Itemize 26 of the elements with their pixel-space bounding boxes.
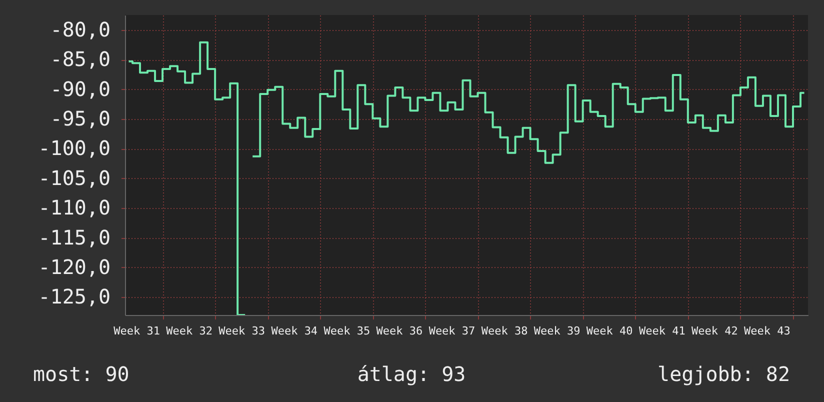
x-tick-label: Week 36 xyxy=(376,324,423,338)
y-tick-label: -100,0 xyxy=(38,136,110,160)
y-tick-label: -105,0 xyxy=(38,166,110,190)
y-tick-label: -85,0 xyxy=(50,47,110,72)
y-tick-label: -125,0 xyxy=(38,284,110,309)
x-tick-label: Week 34 xyxy=(271,324,318,338)
x-tick-label: Week 41 xyxy=(638,324,686,338)
x-tick-label: Week 37 xyxy=(428,324,476,338)
x-tick-label: Week 42 xyxy=(692,324,738,338)
y-tick-label: -90,0 xyxy=(50,76,110,101)
y-tick-label: -115,0 xyxy=(38,225,110,250)
x-tick-label: Week 35 xyxy=(324,324,370,338)
y-tick-label: -80,0 xyxy=(50,17,110,42)
x-tick-label: Week 32 xyxy=(166,324,212,338)
x-tick-label: Week 40 xyxy=(586,324,633,338)
y-tick-label: -110,0 xyxy=(38,196,110,220)
y-tick-label: -95,0 xyxy=(50,106,110,130)
y-tick-label: -120,0 xyxy=(38,254,110,279)
text: most: 90 xyxy=(33,362,130,386)
x-tick-label: Week 33 xyxy=(218,324,266,338)
x-tick-label: Week 39 xyxy=(534,324,580,338)
text: átlag: 93 xyxy=(357,362,466,386)
x-tick-label: Week 38 xyxy=(481,324,528,338)
x-tick-label: Week 31 xyxy=(114,324,160,338)
text: legjobb: 82 xyxy=(658,362,790,386)
x-tick-label: Week 43 xyxy=(744,324,790,338)
